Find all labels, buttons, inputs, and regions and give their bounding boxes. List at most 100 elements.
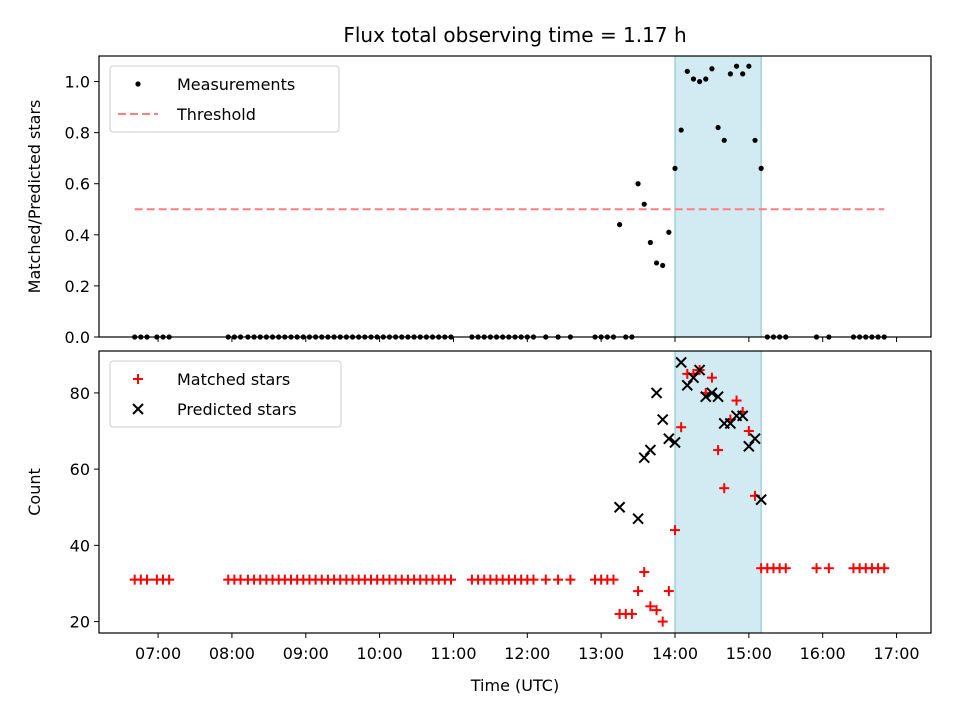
data-point [713,445,724,456]
data-point [706,387,718,399]
data-point [626,608,637,619]
data-point [553,574,564,585]
data-point [693,364,706,376]
data-point [703,76,709,82]
legend-label: Measurements [177,75,295,94]
data-point [446,574,456,585]
x-tick-label: 09:00 [283,644,329,663]
data-point [740,71,746,77]
chart-title: Flux total observing time = 1.17 h [343,23,686,47]
data-point [666,229,672,235]
series-predicted-stars [613,356,767,525]
data-point [565,574,576,585]
data-point [712,391,724,403]
data-point [644,444,657,456]
data-point [663,432,675,445]
legend: Matched stars Predicted stars [109,360,342,428]
legend-marker [133,374,143,384]
legend-entry: Predicted stars [132,400,297,419]
data-point [638,451,650,464]
data-point [528,574,539,585]
data-point [660,262,666,269]
data-point [690,76,697,82]
data-point [811,563,822,574]
x-tick-label: 15:00 [726,644,772,663]
y-tick-label: 0.2 [65,277,90,296]
data-point [746,63,752,69]
axes-frame [98,55,932,338]
data-point [715,124,721,131]
x-tick-label: 13:00 [578,644,624,663]
x-tick-label: 11:00 [430,644,476,663]
data-point [736,410,749,422]
highlight-span [674,55,762,338]
y-tick-label: 0.6 [65,175,90,194]
legend-entry: Threshold [118,105,256,124]
x-tick-label: 16:00 [800,644,846,663]
data-point [709,66,715,72]
legend: Measurements Threshold [109,65,340,133]
legend-entry: Matched stars [133,370,290,389]
data-point [653,260,660,266]
data-point [632,512,644,525]
data-point [617,222,623,228]
data-point [749,432,761,445]
top-panel: 0.0 0.2 0.4 0.6 0.8 1.0 Matched/Predicted star… [25,23,932,347]
data-point [719,483,730,494]
data-point [651,605,662,616]
data-point [647,239,653,246]
data-point [724,417,737,430]
data-point [743,440,755,452]
data-point [635,181,641,187]
data-point [676,422,687,433]
data-point [755,493,767,506]
x-tick-label: 14:00 [652,644,698,663]
data-point [678,127,684,133]
x-axis-label: Time (UTC) [470,676,559,695]
data-point [142,574,152,585]
data-point [879,563,890,574]
y-axis-label: Count [25,468,44,516]
data-point [633,586,644,597]
y-tick-label: 80 [70,384,90,403]
data-point [684,68,690,74]
data-point [657,616,668,627]
data-point [733,63,740,69]
data-point [780,563,791,574]
legend-box [109,65,340,133]
y-tick-label: 20 [70,613,90,632]
data-point [675,356,687,369]
y-tick-label: 0.8 [65,124,90,143]
data-point [681,379,694,392]
data-point [687,371,700,384]
y-tick-label: 40 [70,536,90,555]
y-tick-label: 60 [70,460,90,479]
series-measurements [132,63,887,340]
data-point [656,413,669,426]
data-point [164,574,175,585]
data-point [670,525,680,536]
legend-marker [135,81,141,87]
legend-label: Predicted stars [177,400,297,419]
highlight-span [674,350,762,634]
series-matched-stars [129,365,890,627]
data-point [613,501,626,513]
y-tick-label: 0.0 [65,328,90,347]
data-point [706,372,717,383]
y-tick-label: 0.4 [65,226,90,245]
x-tick-label: 07:00 [135,644,181,663]
x-tick-label: 12:00 [504,644,550,663]
legend-marker [132,403,144,415]
data-point [650,387,663,399]
legend-entry: Measurements [135,75,295,94]
x-tick-label: 08:00 [209,644,255,663]
data-point [608,574,619,585]
data-point [743,426,754,437]
legend-box [109,360,342,428]
bottom-panel: 20 40 60 80 07:00 08:00 09:00 10:00 11:00 12:00 13… [25,350,932,695]
data-point [669,436,681,449]
y-axis-label: Matched/Predicted stars [25,100,44,294]
data-point [721,137,727,143]
axes-frame [98,350,932,634]
